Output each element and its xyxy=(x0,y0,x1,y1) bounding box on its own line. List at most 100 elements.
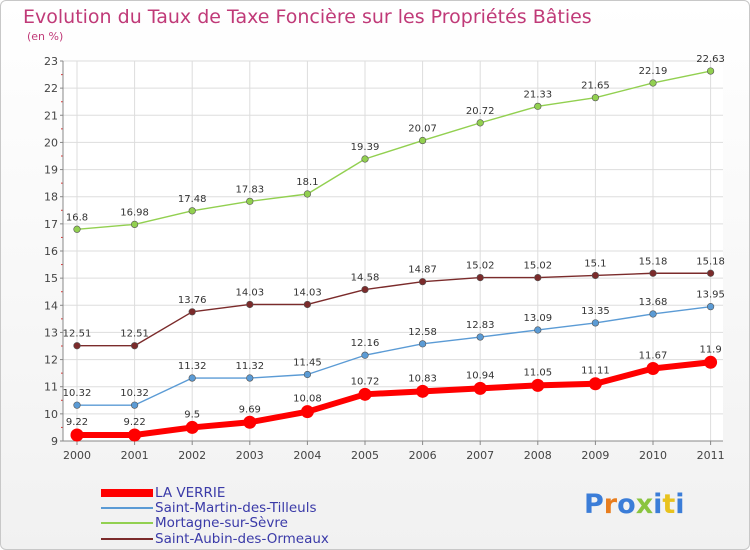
y-tick-label: 18 xyxy=(44,191,58,204)
data-point xyxy=(131,220,139,228)
y-tick-label: 11 xyxy=(44,381,58,394)
data-point xyxy=(73,342,81,350)
y-tick-label: 21 xyxy=(44,109,58,122)
data-point xyxy=(246,374,254,382)
data-point xyxy=(185,420,199,434)
data-label: 11.9 xyxy=(699,344,721,355)
data-label: 11.32 xyxy=(235,361,264,372)
data-point xyxy=(591,319,600,327)
data-point xyxy=(419,278,427,286)
legend-swatch xyxy=(101,521,153,524)
data-label: 10.83 xyxy=(408,373,437,384)
data-point xyxy=(358,387,372,401)
data-label: 18.1 xyxy=(296,177,318,188)
y-tick-label: 13 xyxy=(44,326,58,339)
data-label: 10.72 xyxy=(351,376,380,387)
series-line-3 xyxy=(76,272,712,347)
data-label: 15.18 xyxy=(639,256,668,267)
legend-item: Saint-Martin-des-Tilleuls xyxy=(101,499,317,516)
data-label: 9.5 xyxy=(184,409,200,420)
data-point xyxy=(303,370,312,379)
data-label: 14.03 xyxy=(235,287,264,298)
data-point xyxy=(419,136,427,145)
data-point xyxy=(706,269,715,277)
data-point xyxy=(646,362,660,376)
data-label: 10.94 xyxy=(466,370,495,381)
series-line-2 xyxy=(76,70,712,230)
data-label: 10.32 xyxy=(120,388,149,399)
x-tick-label: 2009 xyxy=(581,449,609,462)
legend-label: Mortagne-sur-Sèvre xyxy=(155,514,288,531)
data-label: 9.69 xyxy=(239,404,261,415)
data-label: 21.33 xyxy=(523,89,552,100)
data-label: 16.98 xyxy=(120,207,149,218)
data-point xyxy=(534,274,542,282)
data-label: 22.63 xyxy=(696,54,725,65)
legend-swatch xyxy=(101,488,153,497)
data-label: 19.39 xyxy=(351,142,380,153)
data-point xyxy=(73,225,81,233)
data-point xyxy=(246,197,254,205)
data-point xyxy=(243,415,257,429)
y-tick-label: 19 xyxy=(44,164,58,177)
y-tick-label: 17 xyxy=(44,218,58,231)
legend-item: Mortagne-sur-Sèvre xyxy=(101,514,288,531)
data-label: 12.83 xyxy=(466,320,495,331)
data-point xyxy=(188,207,196,215)
data-point xyxy=(534,326,542,334)
chart-title: Evolution du Taux de Taxe Foncière sur l… xyxy=(23,6,592,28)
data-point xyxy=(591,94,600,102)
y-tick-label: 9 xyxy=(51,435,58,448)
data-label: 13.35 xyxy=(581,306,610,317)
unit-label: (en %) xyxy=(27,30,64,43)
data-label: 13.09 xyxy=(523,313,552,324)
data-point xyxy=(649,269,657,277)
x-tick-label: 2007 xyxy=(466,449,494,462)
data-label: 17.48 xyxy=(178,194,207,205)
data-point xyxy=(531,378,545,392)
y-tick-label: 22 xyxy=(44,82,58,95)
data-point xyxy=(534,102,542,110)
data-point xyxy=(303,190,312,198)
logo-letter: o xyxy=(617,489,636,520)
data-label: 14.03 xyxy=(293,287,322,298)
data-label: 14.87 xyxy=(408,265,437,276)
data-point xyxy=(706,67,715,75)
data-label: 11.05 xyxy=(523,367,552,378)
data-point xyxy=(188,308,196,316)
data-point xyxy=(128,428,142,442)
series-line-1 xyxy=(76,305,712,406)
legend-label: Saint-Aubin-des-Ormeaux xyxy=(155,530,329,547)
data-point xyxy=(476,333,484,341)
data-point xyxy=(649,310,657,318)
legend-swatch xyxy=(101,506,153,509)
data-point xyxy=(303,300,312,309)
x-tick-label: 2006 xyxy=(409,449,437,462)
data-label: 12.16 xyxy=(351,338,380,349)
x-tick-label: 2010 xyxy=(639,449,667,462)
y-tick-label: 10 xyxy=(44,408,58,421)
y-tick-label: 16 xyxy=(44,245,58,258)
data-point xyxy=(73,401,81,409)
data-label: 9.22 xyxy=(66,417,88,428)
x-tick-label: 2011 xyxy=(697,449,725,462)
data-label: 15.18 xyxy=(696,256,725,267)
data-label: 11.11 xyxy=(581,366,610,377)
data-point xyxy=(361,155,369,163)
data-point xyxy=(649,79,657,87)
y-tick-label: 12 xyxy=(44,354,58,367)
data-label: 11.45 xyxy=(293,358,322,369)
data-label: 21.65 xyxy=(581,81,610,92)
data-label: 15.1 xyxy=(584,258,606,269)
data-point xyxy=(706,303,715,311)
data-label: 11.32 xyxy=(178,361,207,372)
data-point xyxy=(246,300,254,309)
legend-label: Saint-Martin-des-Tilleuls xyxy=(155,499,317,516)
data-point xyxy=(361,285,369,294)
legend-item: Saint-Aubin-des-Ormeaux xyxy=(101,530,329,547)
logo-letter: r xyxy=(603,489,618,520)
data-label: 12.51 xyxy=(63,329,92,340)
data-point xyxy=(70,428,84,442)
data-point xyxy=(473,381,487,395)
